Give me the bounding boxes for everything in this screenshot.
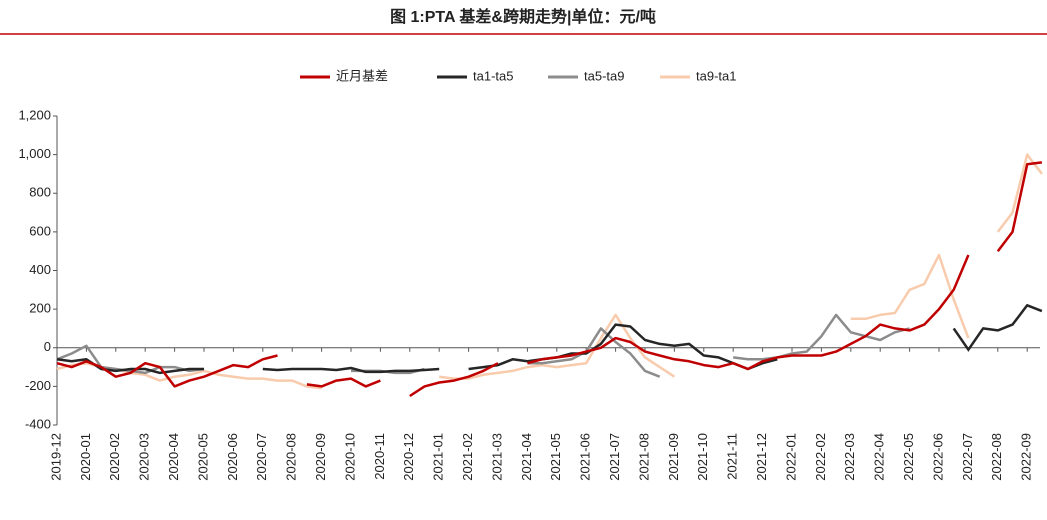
y-tick-label: 0 <box>44 339 51 354</box>
legend-label: ta9-ta1 <box>696 68 736 83</box>
x-tick-label: 2021-09 <box>666 433 681 481</box>
x-tick-label: 2021-04 <box>519 433 534 481</box>
x-tick-label: 2020-04 <box>166 433 181 481</box>
x-tick-label: 2021-01 <box>431 433 446 481</box>
x-tick-label: 2022-02 <box>813 433 828 481</box>
x-tick-label: 2020-12 <box>401 433 416 481</box>
x-tick-label: 2020-11 <box>372 433 387 480</box>
x-tick-label: 2019-12 <box>48 433 63 481</box>
chart-title: 图 1:PTA 基差&跨期走势|单位：元/吨 <box>390 7 656 26</box>
series-line <box>56 304 1043 375</box>
x-tick-label: 2020-03 <box>137 433 152 481</box>
y-tick-label: 800 <box>29 185 51 200</box>
legend-label: 近月基差 <box>336 68 388 83</box>
x-tick-label: 2022-03 <box>842 433 857 481</box>
x-tick-label: 2021-10 <box>695 433 710 481</box>
x-tick-label: 2020-08 <box>284 433 299 481</box>
x-tick-label: 2021-11 <box>725 433 740 480</box>
x-tick-label: 2020-09 <box>313 433 328 481</box>
x-tick-label: 2020-01 <box>78 433 93 481</box>
x-tick-label: 2020-10 <box>342 433 357 481</box>
x-tick-label: 2022-01 <box>783 433 798 481</box>
x-tick-label: 2022-09 <box>1019 433 1034 481</box>
x-tick-label: 2021-07 <box>607 433 622 481</box>
y-tick-label: 1,000 <box>18 146 51 161</box>
x-tick-label: 2021-06 <box>578 433 593 481</box>
y-tick-label: 600 <box>29 223 51 238</box>
x-tick-label: 2020-06 <box>225 433 240 481</box>
x-tick-label: 2021-05 <box>548 433 563 481</box>
x-tick-label: 2021-12 <box>754 433 769 481</box>
x-tick-label: 2022-04 <box>872 433 887 481</box>
y-tick-label: 1,200 <box>18 107 51 122</box>
x-tick-label: 2022-07 <box>960 433 975 481</box>
y-tick-label: 400 <box>29 262 51 277</box>
x-tick-label: 2020-02 <box>107 433 122 481</box>
x-tick-label: 2022-08 <box>989 433 1004 481</box>
y-tick-label: -200 <box>25 378 51 393</box>
x-tick-label: 2022-06 <box>930 433 945 481</box>
series-line <box>56 161 1043 398</box>
x-tick-label: 2020-05 <box>195 433 210 481</box>
x-tick-label: 2021-08 <box>636 433 651 481</box>
legend: 近月基差 ta1-ta5 ta5-ta9 ta9-ta1 <box>300 68 736 83</box>
x-tick-label: 2021-02 <box>460 433 475 481</box>
legend-label: ta1-ta5 <box>473 68 513 83</box>
x-tick-label: 2021-03 <box>489 433 504 481</box>
legend-label: ta5-ta9 <box>584 68 624 83</box>
y-tick-label: -400 <box>25 416 51 431</box>
x-tick-label: 2020-07 <box>254 433 269 481</box>
y-tick-label: 200 <box>29 301 51 316</box>
x-tick-label: 2022-05 <box>901 433 916 481</box>
series-line <box>56 153 1043 390</box>
